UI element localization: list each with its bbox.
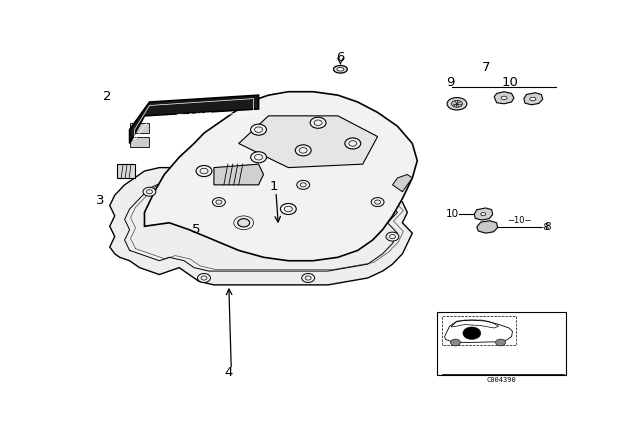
- Circle shape: [251, 124, 266, 135]
- Circle shape: [451, 339, 460, 346]
- Text: 2: 2: [103, 90, 111, 103]
- Circle shape: [371, 198, 384, 207]
- Polygon shape: [494, 92, 514, 104]
- Ellipse shape: [501, 96, 507, 99]
- Polygon shape: [129, 95, 259, 143]
- Circle shape: [251, 152, 266, 163]
- Circle shape: [495, 339, 506, 346]
- Polygon shape: [239, 116, 378, 168]
- Text: 7: 7: [481, 61, 490, 74]
- Text: 10: 10: [446, 209, 459, 219]
- Ellipse shape: [337, 68, 344, 71]
- Circle shape: [463, 327, 481, 340]
- Circle shape: [386, 232, 399, 241]
- Polygon shape: [129, 137, 150, 147]
- Polygon shape: [117, 164, 134, 178]
- Text: 8: 8: [544, 222, 550, 232]
- Text: −10−: −10−: [508, 216, 532, 225]
- Ellipse shape: [451, 100, 463, 107]
- Circle shape: [297, 181, 310, 190]
- Text: 6: 6: [336, 51, 344, 64]
- Ellipse shape: [481, 213, 486, 216]
- Circle shape: [310, 117, 326, 128]
- Circle shape: [237, 219, 250, 227]
- Text: 9: 9: [446, 76, 454, 89]
- Ellipse shape: [447, 98, 467, 110]
- Polygon shape: [392, 174, 412, 192]
- Text: 4: 4: [225, 366, 233, 379]
- Polygon shape: [145, 92, 417, 261]
- Circle shape: [143, 187, 156, 196]
- Polygon shape: [129, 123, 150, 133]
- Polygon shape: [524, 93, 543, 105]
- Text: 5: 5: [192, 223, 201, 236]
- Polygon shape: [110, 168, 412, 285]
- Circle shape: [196, 165, 212, 177]
- Circle shape: [198, 273, 211, 283]
- Bar: [437, 313, 566, 375]
- Text: 1: 1: [269, 180, 278, 193]
- Text: 10: 10: [501, 76, 518, 89]
- Circle shape: [212, 198, 225, 207]
- Ellipse shape: [333, 65, 348, 73]
- Polygon shape: [214, 164, 264, 185]
- Text: C004390: C004390: [487, 377, 516, 383]
- Circle shape: [295, 145, 311, 156]
- Polygon shape: [477, 221, 498, 233]
- Ellipse shape: [530, 97, 536, 101]
- Circle shape: [301, 273, 315, 283]
- Text: −8: −8: [536, 223, 550, 232]
- Circle shape: [345, 138, 361, 149]
- Text: BMW M POWER: BMW M POWER: [176, 112, 212, 119]
- Text: 3: 3: [95, 194, 104, 207]
- Circle shape: [280, 203, 296, 215]
- Polygon shape: [474, 208, 493, 220]
